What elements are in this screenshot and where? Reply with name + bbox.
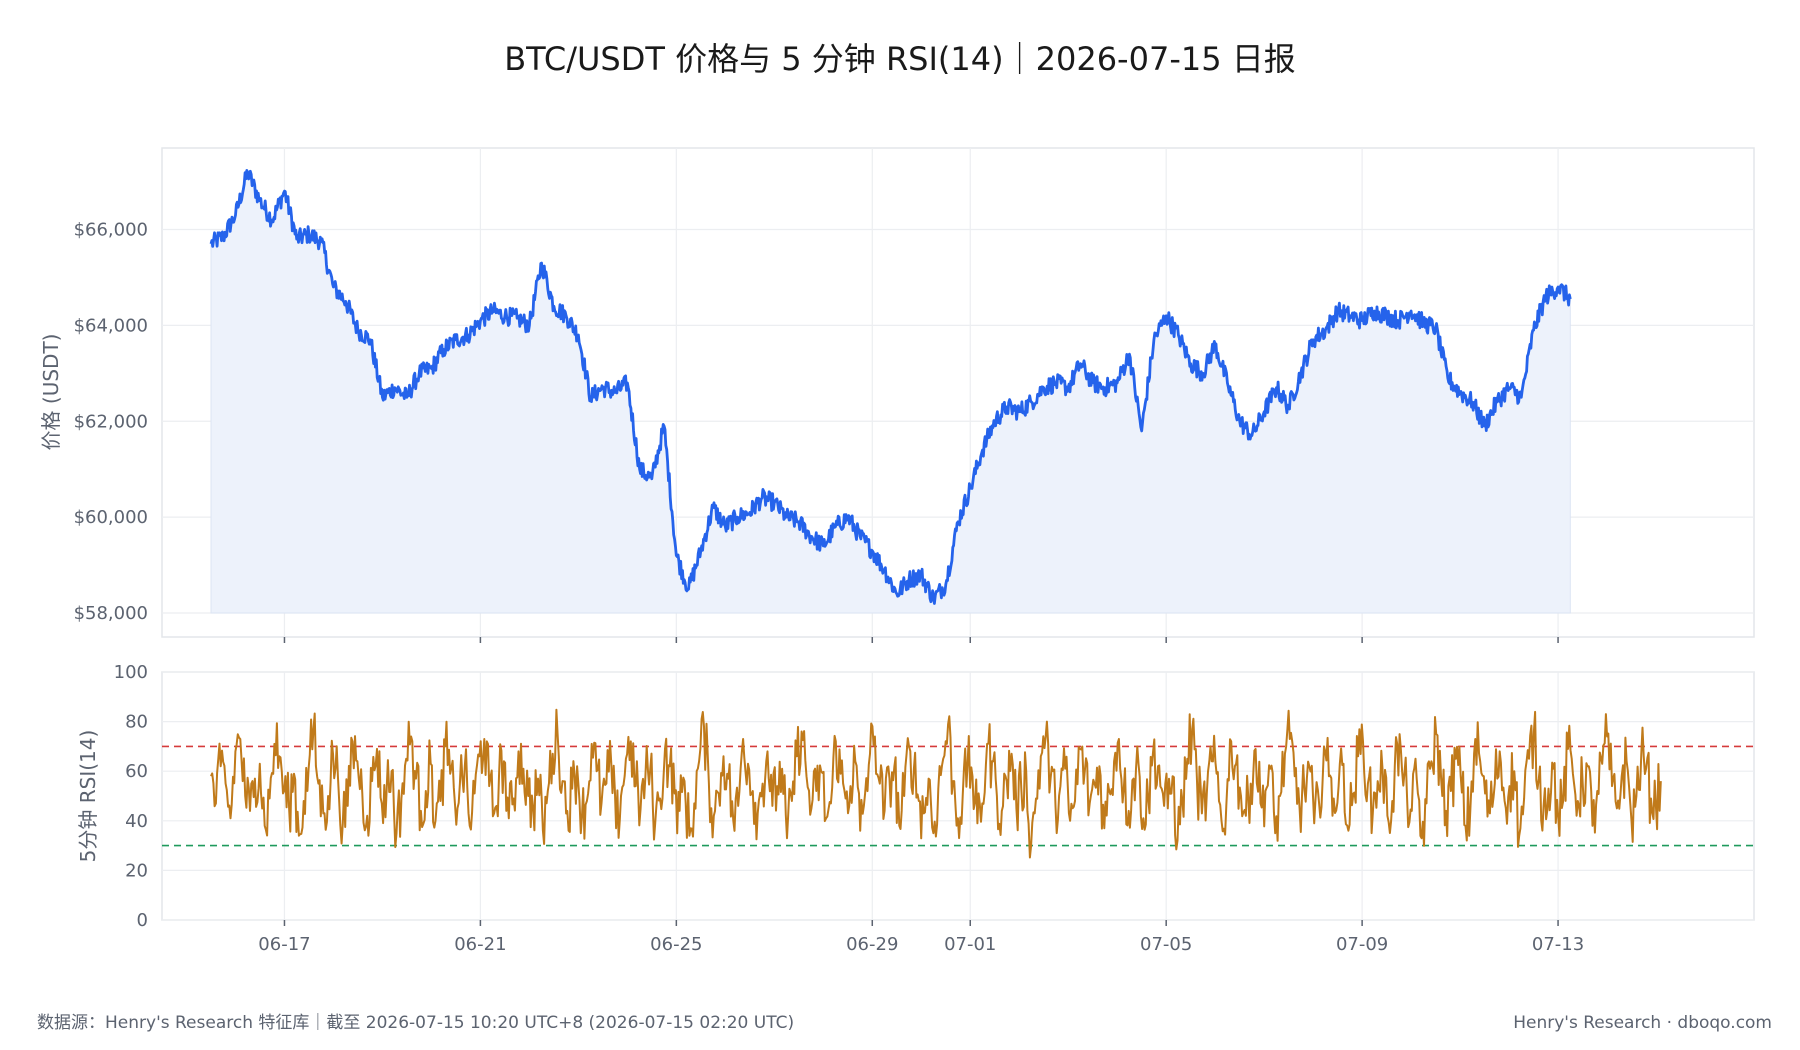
x-tick-label: 06-29 <box>846 934 898 955</box>
x-tick-label: 07-01 <box>944 934 996 955</box>
x-tick-label: 07-05 <box>1140 934 1192 955</box>
price-line <box>209 169 1572 605</box>
footer-source: 数据源：Henry's Research 特征库｜截至 2026-07-15 1… <box>37 1013 794 1033</box>
x-axis: 06-17 06-21 06-25 06-29 07-01 07-05 07-09 07-13 <box>258 637 1584 955</box>
price-y-tick-label: $62,000 <box>74 411 148 432</box>
chart-title: BTC/USDT 价格与 5 分钟 RSI(14)｜2026-07-15 日报 <box>504 40 1296 78</box>
x-tick-label: 06-17 <box>258 934 310 955</box>
rsi-panel: 0 20 40 60 80 100 5分钟 RSI(14) <box>76 662 1755 931</box>
price-y-tick-label: $58,000 <box>74 603 148 624</box>
price-y-axis-title: 价格 (USDT) <box>39 334 63 451</box>
rsi-y-tick-label: 40 <box>125 811 148 832</box>
rsi-y-tick-label: 20 <box>125 860 148 881</box>
rsi-y-tick-labels: 0 20 40 60 80 100 <box>114 662 148 931</box>
price-y-tick-label: $64,000 <box>74 315 148 336</box>
rsi-grid <box>162 671 1754 921</box>
x-tick-label: 07-09 <box>1336 934 1388 955</box>
x-tick-label: 07-13 <box>1532 934 1584 955</box>
rsi-y-tick-label: 0 <box>137 910 148 931</box>
rsi-line <box>210 708 1662 859</box>
rsi-y-tick-label: 80 <box>125 712 148 733</box>
rsi-y-tick-label: 100 <box>114 662 148 683</box>
x-tick-label: 06-21 <box>454 934 506 955</box>
rsi-y-axis-title: 5分钟 RSI(14) <box>76 730 100 863</box>
price-y-tick-label: $60,000 <box>74 507 148 528</box>
price-panel: $58,000 $60,000 $62,000 $64,000 $66,000 价格 (… <box>39 147 1755 638</box>
price-y-tick-labels: $58,000 $60,000 $62,000 $64,000 $66,000 <box>74 220 148 625</box>
price-y-tick-label: $66,000 <box>74 220 148 241</box>
x-tick-label: 06-25 <box>650 934 702 955</box>
rsi-y-tick-label: 60 <box>125 761 148 782</box>
footer-brand: Henry's Research · dboqo.com <box>1513 1013 1772 1033</box>
